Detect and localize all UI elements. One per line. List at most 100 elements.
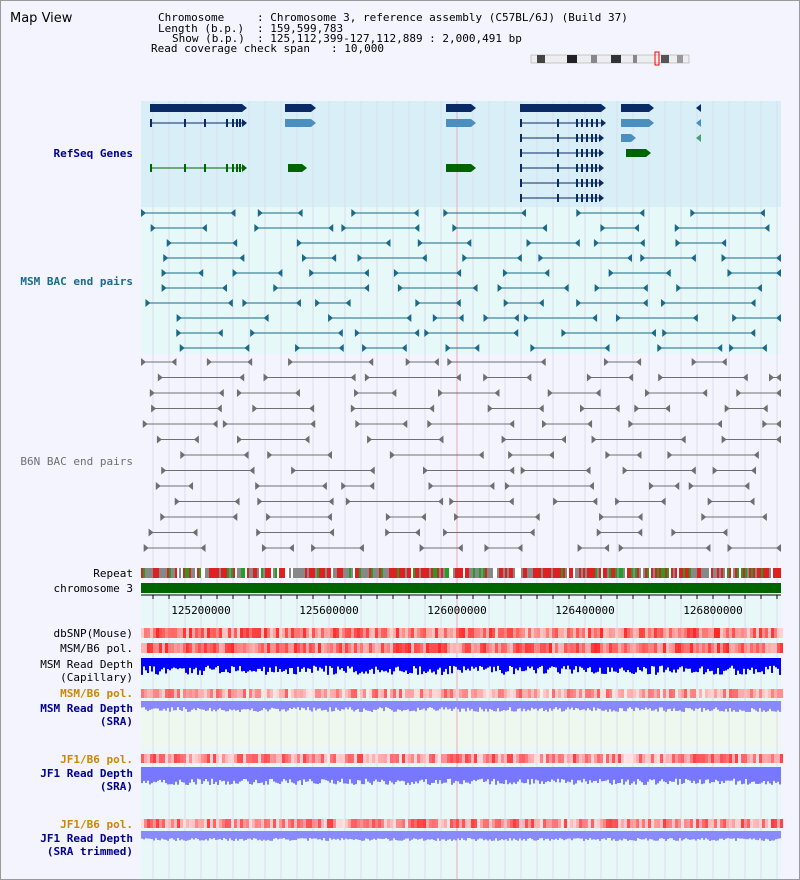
heat-cell — [417, 754, 420, 763]
track-label-jf1-b6-pol-2[interactable]: JF1/B6 pol. — [60, 818, 133, 831]
heat-cell — [459, 819, 462, 828]
heat-cell — [303, 754, 306, 763]
depth-bar — [441, 658, 443, 675]
heat-cell — [435, 643, 438, 653]
heat-cell — [561, 643, 564, 653]
depth-bar — [747, 831, 749, 840]
heat-cell — [276, 689, 279, 698]
heat-cell — [270, 754, 273, 763]
track-label-msm-bac[interactable]: MSM BAC end pairs — [20, 275, 133, 288]
depth-bar — [501, 701, 503, 711]
depth-bar — [717, 831, 719, 841]
depth-bar — [319, 831, 321, 840]
heat-cell — [168, 643, 171, 653]
depth-bar — [727, 831, 729, 839]
track-label-repeat[interactable]: Repeat — [93, 567, 133, 580]
heat-cell — [744, 689, 747, 698]
depth-bar — [471, 831, 473, 840]
track-label-msm-b6-pol-1[interactable]: MSM/B6 pol. — [60, 642, 133, 655]
track-label-dbsnp[interactable]: dbSNP(Mouse) — [53, 627, 133, 640]
heat-cell — [516, 819, 519, 828]
depth-bar — [159, 658, 161, 672]
depth-bar — [213, 658, 215, 670]
heat-cell — [330, 643, 333, 653]
heat-cell — [387, 628, 390, 638]
b6n-bac-pair-end — [261, 544, 267, 552]
depth-bar — [587, 658, 589, 669]
repeat-segment — [583, 568, 585, 578]
depth-bar — [483, 701, 485, 712]
depth-bar — [397, 767, 399, 781]
repeat-segment — [201, 568, 203, 578]
repeat-segment — [701, 568, 703, 578]
depth-bar — [327, 767, 329, 781]
track-label-jf1-b6-pol-1[interactable]: JF1/B6 pol. — [60, 753, 133, 766]
gene-exon — [557, 119, 559, 127]
heat-cell — [495, 819, 498, 828]
depth-bar — [571, 658, 573, 674]
repeat-segment — [695, 568, 697, 578]
depth-bar — [631, 831, 633, 841]
depth-bar — [301, 701, 303, 708]
track-label-jf1-depth-sra[interactable]: JF1 Read Depth — [40, 767, 133, 780]
depth-bar — [547, 701, 549, 712]
heat-cell — [534, 819, 537, 828]
heat-cell — [270, 819, 273, 828]
heat-cell — [612, 819, 615, 828]
repeat-segment — [487, 568, 489, 578]
depth-bar — [375, 767, 377, 780]
repeat-segment — [647, 568, 649, 578]
depth-bar — [453, 831, 455, 840]
depth-bar — [681, 701, 683, 712]
heat-cell — [435, 689, 438, 698]
depth-bar — [719, 701, 721, 712]
depth-bar — [523, 831, 525, 839]
b6n-bac-pair-end — [304, 435, 310, 444]
depth-bar — [543, 767, 545, 784]
depth-bar — [601, 767, 603, 782]
track-label-jf1-depth-trimmed[interactable]: JF1 Read Depth — [40, 832, 133, 845]
heat-cell — [684, 643, 687, 653]
repeat-segment — [323, 568, 325, 578]
heat-cell — [543, 754, 546, 763]
depth-bar — [575, 658, 577, 667]
track-label-refseq-genes[interactable]: RefSeq Genes — [53, 147, 133, 160]
heat-cell — [186, 643, 189, 653]
repeat-segment — [767, 568, 769, 578]
depth-bar — [755, 701, 757, 711]
depth-bar — [673, 767, 675, 782]
depth-bar — [767, 767, 769, 782]
heat-cell — [285, 754, 288, 763]
repeat-segment — [547, 568, 549, 578]
heat-cell — [702, 689, 705, 698]
track-label-msm-b6-pol-2[interactable]: MSM/B6 pol. — [60, 687, 133, 700]
depth-bar — [351, 701, 353, 710]
track-label-chromosome[interactable]: chromosome 3 — [53, 582, 133, 595]
heat-cell — [759, 819, 762, 828]
depth-bar — [585, 701, 587, 711]
heat-cell — [468, 628, 471, 638]
heat-cell — [516, 754, 519, 763]
track-label-msm-depth-capillary[interactable]: MSM Read Depth — [40, 658, 133, 671]
depth-bar — [471, 658, 473, 667]
depth-bar — [767, 658, 769, 670]
heat-cell — [732, 643, 735, 653]
repeat-segment — [227, 568, 229, 578]
heat-cell — [246, 689, 249, 698]
track-label-msm-depth-sra[interactable]: MSM Read Depth — [40, 702, 133, 715]
depth-bar — [437, 658, 439, 670]
repeat-segment — [607, 568, 609, 578]
heat-cell — [369, 689, 372, 698]
repeat-segment — [499, 568, 501, 578]
heat-cell — [255, 628, 258, 638]
depth-bar — [413, 767, 415, 784]
depth-bar — [589, 701, 591, 710]
track-label-b6n-bac[interactable]: B6N BAC end pairs — [20, 455, 133, 468]
b6n-bac-pair-end — [547, 389, 553, 397]
repeat-segment — [493, 568, 495, 578]
depth-bar — [355, 767, 357, 785]
depth-bar — [669, 767, 671, 781]
depth-bar — [531, 767, 533, 779]
b6n-bac-pair-end — [423, 466, 429, 475]
depth-bar — [279, 767, 281, 785]
